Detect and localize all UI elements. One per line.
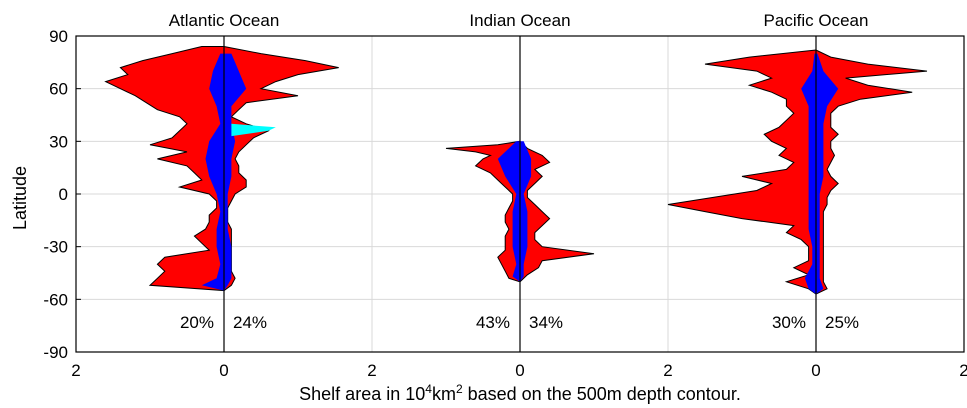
x-tick-label: 0 [811,361,820,380]
x-axis-label-superscript: 4 [425,382,432,396]
x-axis-label: Shelf area in 104km2 based on the 500m d… [299,382,741,404]
panel-title: Indian Ocean [469,11,570,30]
right-percent: 24% [233,313,267,332]
y-axis-label: Latitude [10,166,30,230]
right-percent: 34% [529,313,563,332]
x-tick-label: 0 [515,361,524,380]
panel-title: Atlantic Ocean [169,11,280,30]
y-tick-label: -60 [43,290,68,309]
x-tick-label: 0 [219,361,228,380]
shelf-highlight-shape [231,123,276,137]
right-percent: 25% [825,313,859,332]
x-axis-label-part: Shelf area in 10 [299,384,425,404]
left-percent: 30% [772,313,806,332]
plot-area [75,35,965,353]
x-tick-label: 2 [71,361,80,380]
shelf-inner-shape [801,53,839,295]
x-tick-label: 2 [959,361,967,380]
y-tick-label: -90 [43,343,68,362]
text-layer: Latitude Shelf area in 104km2 based on t… [10,11,967,404]
shelf-inner-shape [497,141,532,282]
y-tick-label: 90 [49,27,68,46]
y-tick-label: -30 [43,238,68,257]
y-tick-label: 30 [49,132,68,151]
y-tick-label: 60 [49,80,68,99]
x-tick-label: 2 [367,361,376,380]
y-tick-label: 0 [59,185,68,204]
x-tick-label: 2 [663,361,672,380]
x-axis-label-part: km [432,384,456,404]
left-percent: 43% [476,313,510,332]
x-axis-label-superscript: 2 [456,382,463,396]
x-axis-label-part: based on the 500m depth contour. [463,384,741,404]
panel-title: Pacific Ocean [764,11,869,30]
left-percent: 20% [180,313,214,332]
